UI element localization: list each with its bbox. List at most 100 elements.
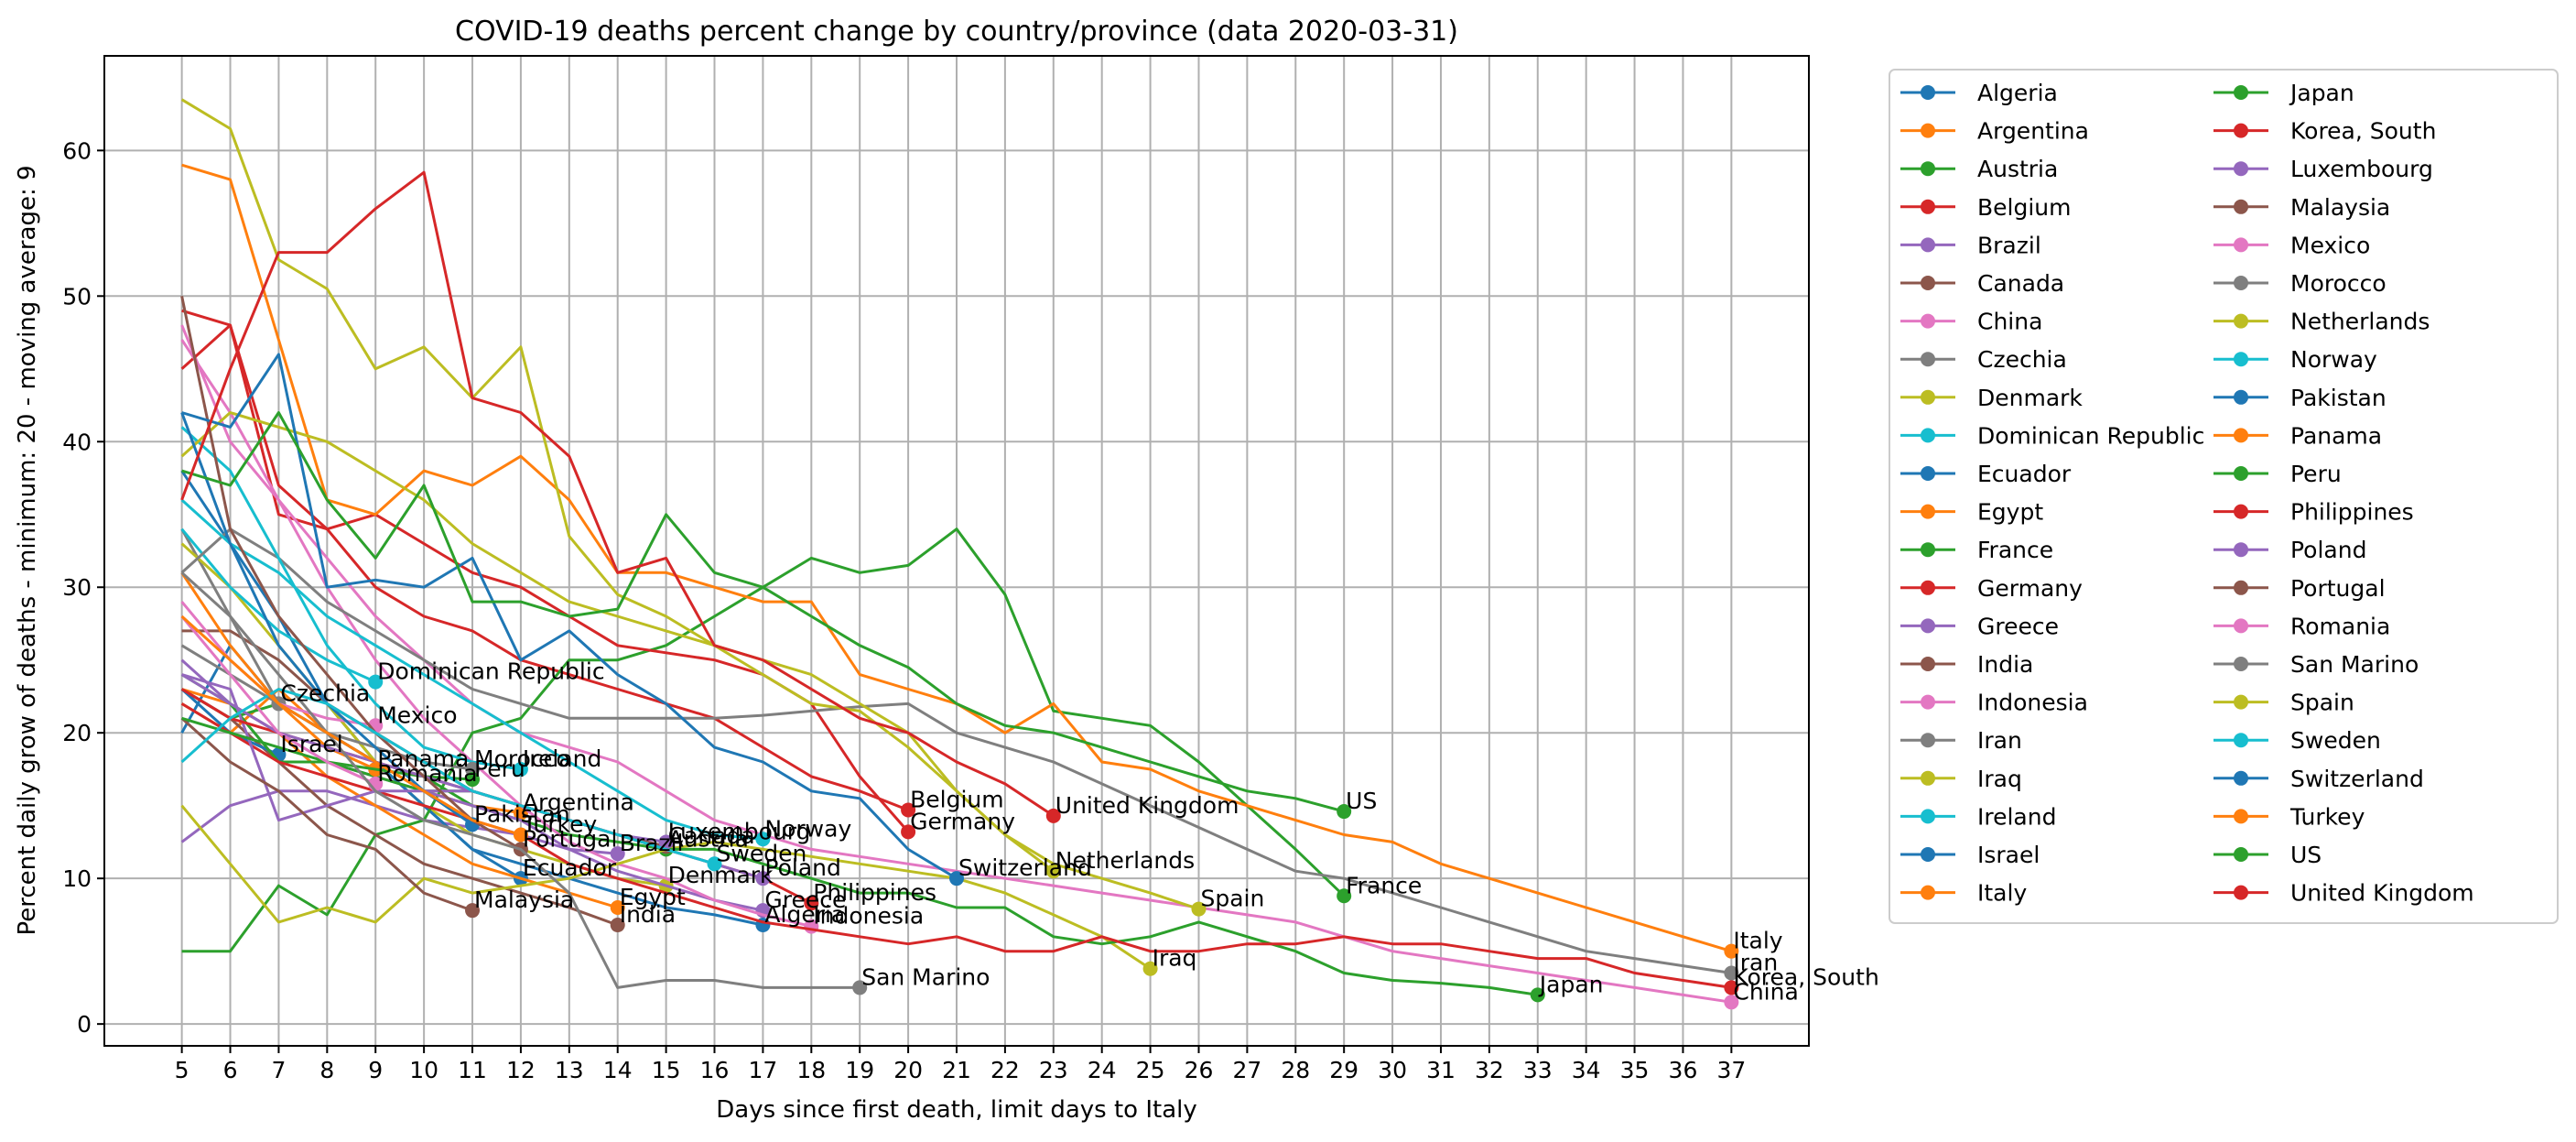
legend-label: Turkey (2289, 803, 2365, 830)
legend-label: Germany (1977, 575, 2083, 602)
legend-marker (2234, 809, 2248, 824)
series-end-marker (1337, 804, 1352, 820)
end-label: US (1346, 788, 1377, 814)
series-end-marker (1724, 965, 1739, 981)
legend-marker (1921, 276, 1935, 290)
end-label: Mexico (377, 702, 457, 728)
y-axis: 0 10 20 30 40 50 60 (62, 137, 104, 1038)
y-tick-label: 30 (62, 574, 92, 601)
legend-marker (1921, 199, 1935, 214)
end-label: Denmark (668, 862, 774, 888)
end-label: Poland (764, 854, 840, 881)
legend-label: France (1977, 537, 2053, 563)
legend-label: Portugal (2290, 575, 2386, 602)
end-label: Indonesia (813, 903, 924, 930)
legend-marker (1921, 770, 1935, 786)
series-end-marker (465, 772, 481, 788)
end-label: India (620, 901, 676, 928)
series-line (180, 702, 1732, 989)
legend-marker (2234, 313, 2248, 329)
legend-marker (2234, 276, 2248, 290)
end-label: Germany (910, 808, 1015, 834)
legend-label: Ecuador (1977, 461, 2072, 487)
x-tick-label: 15 (652, 1057, 681, 1083)
legend-label: Argentina (1977, 118, 2089, 145)
x-tick-label: 29 (1329, 1057, 1358, 1083)
legend-marker (2234, 885, 2248, 900)
end-label: Korea, South (1733, 963, 1878, 990)
legend-label: Belgium (1977, 194, 2072, 221)
x-tick-label: 19 (845, 1057, 874, 1083)
legend: Algeria Argentina Austria Belgium Brazil Cana… (1889, 69, 2559, 924)
legend-label: Romania (2290, 613, 2390, 639)
legend-label: Indonesia (1977, 690, 2088, 716)
x-tick-label: 6 (223, 1057, 238, 1083)
series-end-marker (1530, 987, 1545, 1003)
legend-label: Panama (2290, 422, 2382, 449)
legend-label: Austria (1977, 156, 2058, 182)
legend-marker (1921, 580, 1935, 595)
series-line (180, 339, 812, 929)
legend-label: Pakistan (2290, 385, 2387, 411)
series-end-marker (610, 918, 625, 933)
series-line (180, 527, 1732, 974)
series-line (180, 527, 376, 683)
end-label: Morocco (474, 745, 570, 772)
x-tick-label: 7 (271, 1057, 286, 1083)
legend-marker (1921, 657, 1935, 671)
legend-label: San Marino (2290, 651, 2419, 678)
legend-marker (2234, 504, 2248, 519)
legend-label: United Kingdom (2290, 880, 2474, 907)
legend-marker (2234, 428, 2248, 443)
end-label: Italy (1733, 928, 1782, 954)
legend-marker (2234, 542, 2248, 558)
legend-marker (1921, 428, 1935, 443)
end-label: China (1733, 978, 1798, 1005)
y-axis-label: Percent daily grow of deaths - minimum: … (14, 165, 41, 935)
x-tick-label: 9 (368, 1057, 383, 1083)
legend-label: Iran (1977, 727, 2022, 754)
x-tick-label: 35 (1620, 1057, 1650, 1083)
legend-marker (1921, 542, 1935, 558)
legend-label: Netherlands (2290, 309, 2430, 335)
legend-marker (2234, 657, 2248, 671)
series-line (180, 170, 1055, 818)
legend-marker (1921, 352, 1935, 367)
series-line (180, 789, 618, 855)
x-tick-label: 28 (1281, 1057, 1310, 1083)
legend-label: Denmark (1977, 385, 2083, 411)
series-line (180, 98, 1199, 911)
legend-label: Sweden (2290, 727, 2381, 754)
end-label: France (1346, 872, 1422, 898)
legend-marker (2234, 580, 2248, 595)
legend-label: Greece (1977, 613, 2059, 639)
legend-marker (1921, 847, 1935, 862)
legend-label: Mexico (2290, 232, 2370, 258)
series-line (180, 426, 522, 771)
end-label: Egypt (620, 884, 686, 910)
legend-marker (2234, 770, 2248, 786)
x-tick-label: 17 (749, 1057, 778, 1083)
end-label: Spain (1200, 886, 1264, 912)
legend-label: Norway (2290, 346, 2377, 373)
x-axis-label: Days since first death, limit days to It… (716, 1096, 1197, 1124)
series-end-marker (1724, 980, 1739, 995)
legend-label: Japan (2289, 80, 2354, 106)
x-tick-label: 10 (409, 1057, 438, 1083)
end-label: Portugal (523, 825, 618, 852)
legend-marker (2234, 694, 2248, 710)
end-label: Turkey (522, 810, 598, 837)
legend-label: Poland (2290, 537, 2366, 563)
x-tick-label: 20 (893, 1057, 923, 1083)
x-tick-label: 36 (1669, 1057, 1698, 1083)
end-label: Czechia (280, 680, 370, 706)
legend-label: Egypt (1977, 499, 2043, 526)
legend-label: Brazil (1977, 232, 2041, 258)
series-end-marker (1724, 995, 1739, 1010)
series-end-marker (755, 832, 771, 847)
series-end-marker (368, 674, 384, 690)
series-end-marker (610, 899, 625, 915)
end-label: Belgium (910, 786, 1004, 812)
series-end-marker (513, 827, 528, 843)
y-tick-label: 10 (62, 865, 92, 892)
